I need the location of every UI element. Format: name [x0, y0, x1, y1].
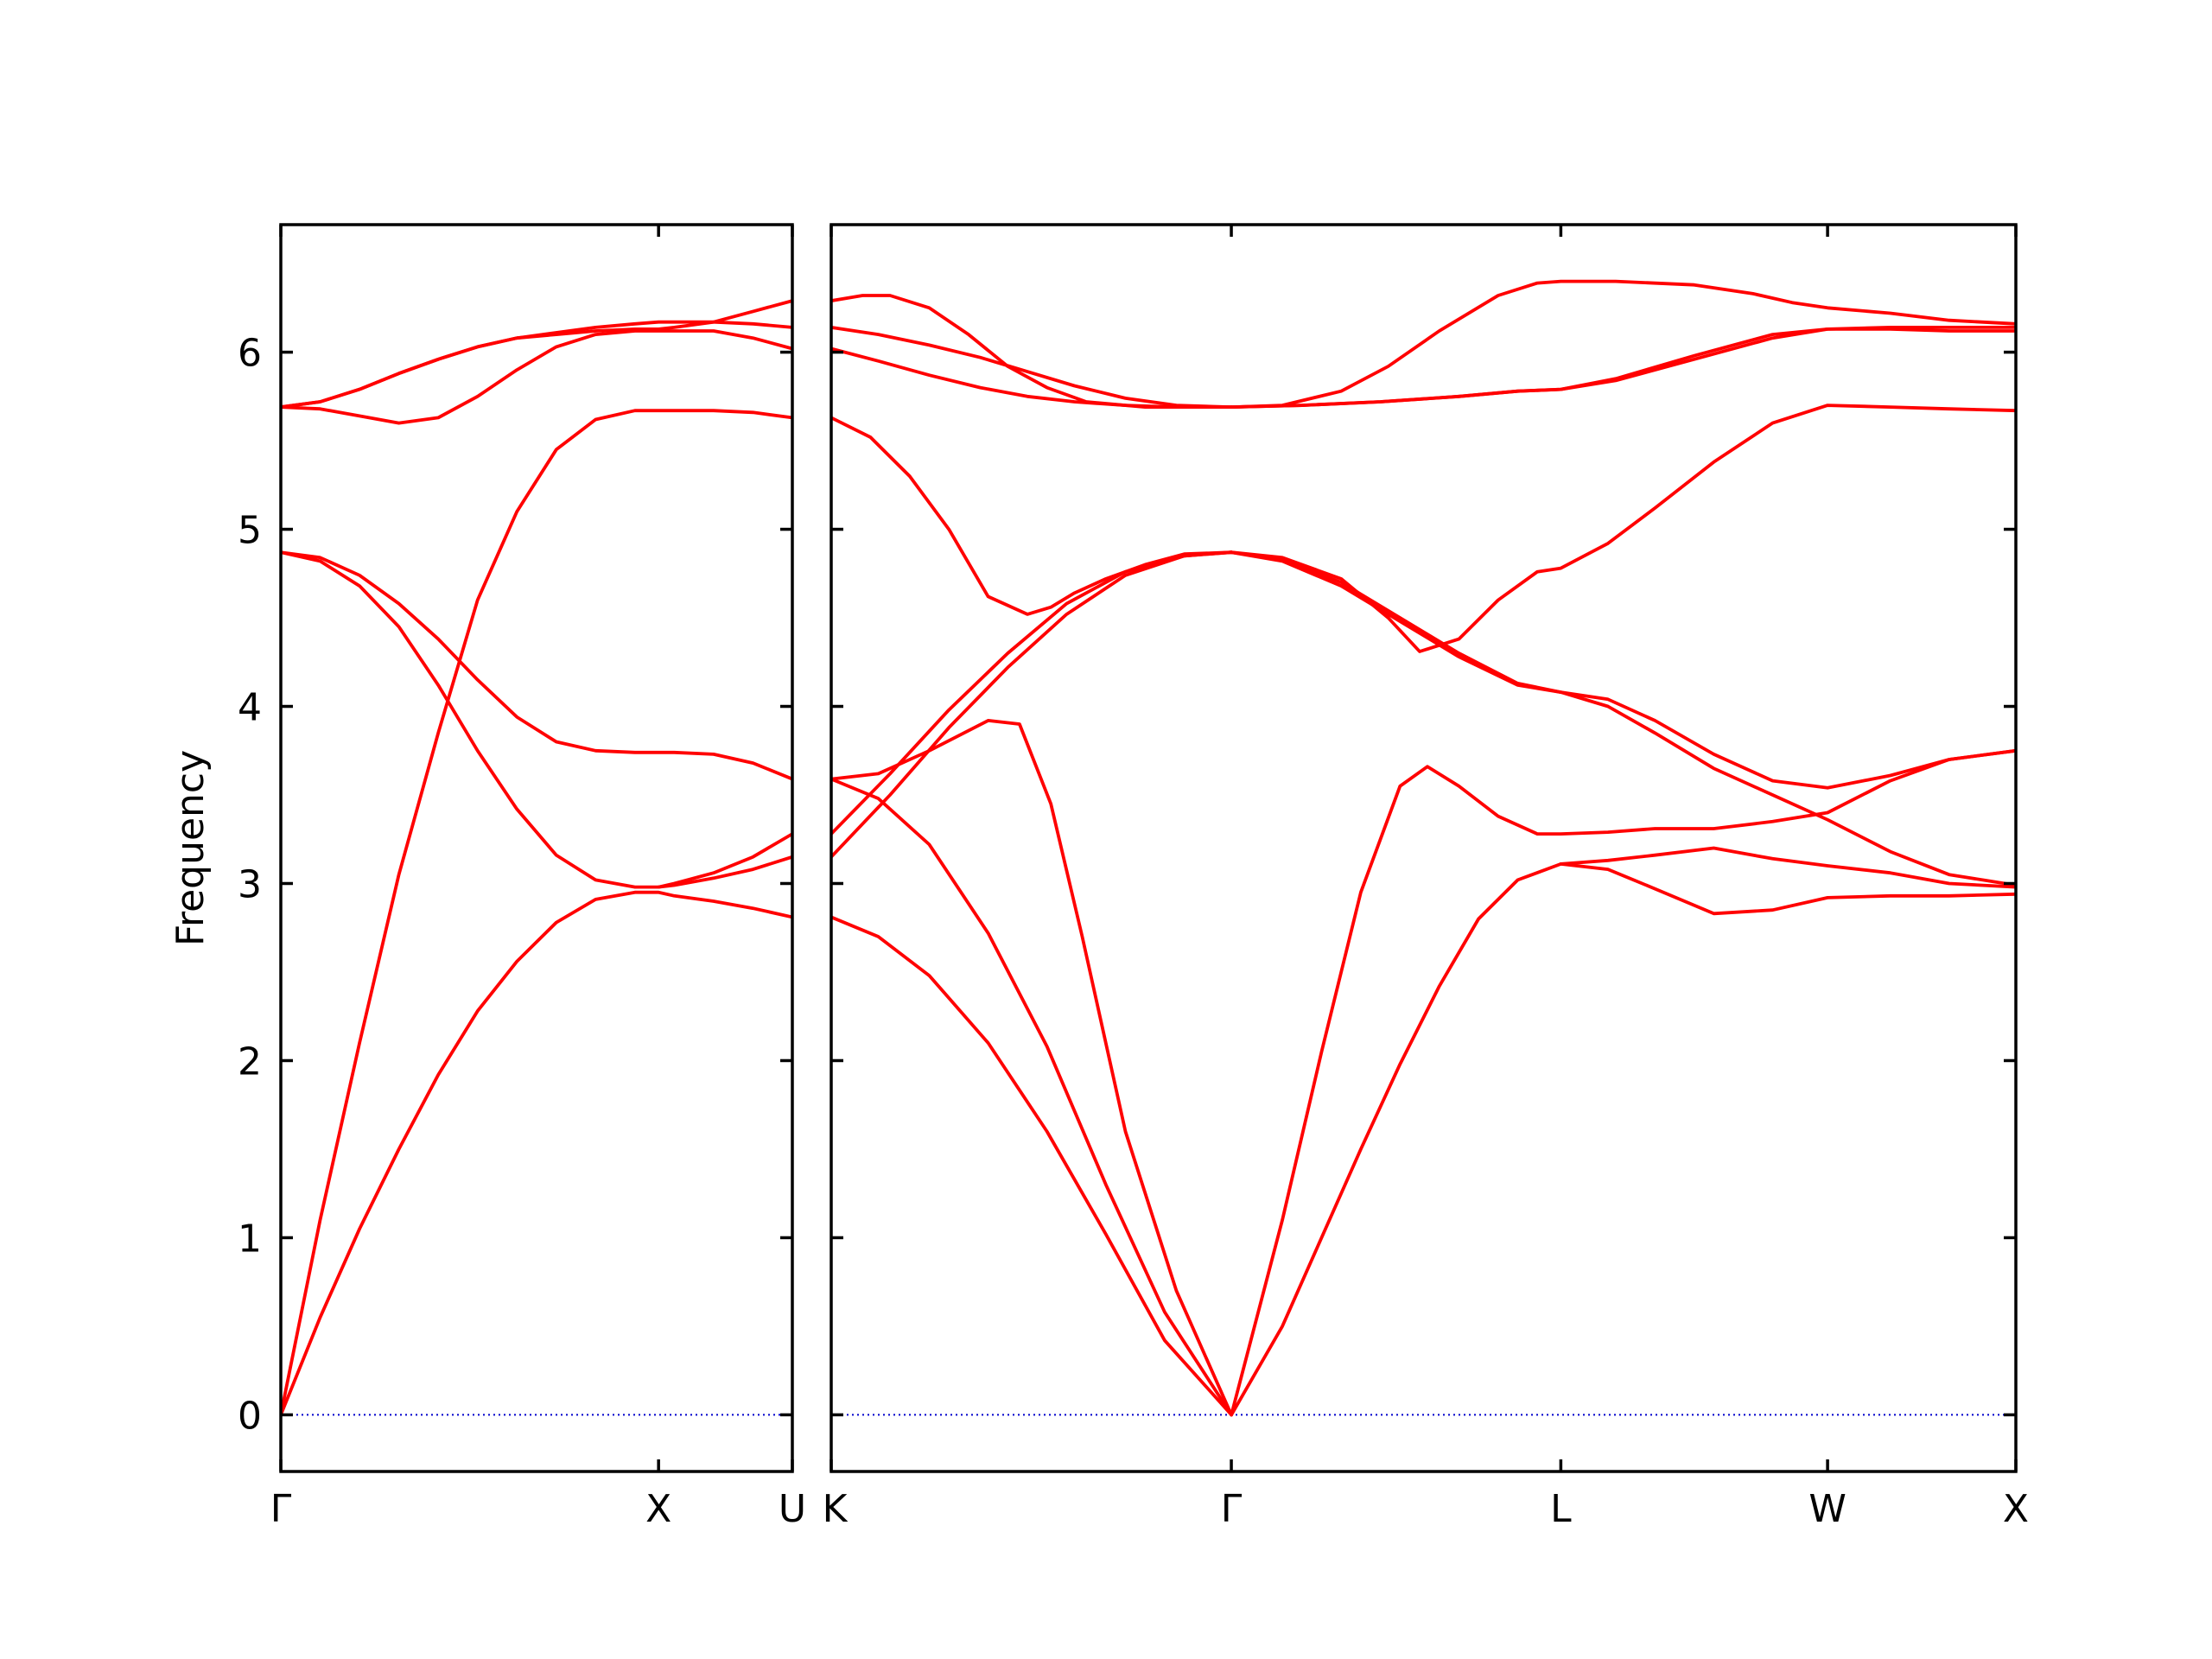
y-tick-label: 6 — [238, 332, 262, 376]
phonon-band-right-15 — [831, 294, 1233, 409]
x-tick-label: Γ — [1221, 1487, 1243, 1531]
panel-frame-left — [279, 223, 794, 1473]
phonon-band-right-11 — [1230, 550, 2016, 790]
phonon-band-right-16 — [1230, 326, 2016, 409]
phonon-band-right-3 — [831, 719, 1233, 1417]
phonon-band-left-4 — [281, 550, 792, 781]
x-tick-label: K — [823, 1487, 849, 1531]
phonon-band-right-18 — [1230, 279, 2016, 409]
y-tick-label: 0 — [238, 1394, 262, 1438]
phonon-band-left-2 — [281, 409, 792, 1417]
phonon-band-right-10 — [1230, 550, 2016, 887]
phonon-band-right-8 — [831, 550, 1233, 859]
phonon-band-right-14 — [831, 326, 1233, 409]
phonon-band-left-7 — [281, 320, 792, 409]
phonon-band-right-5 — [1230, 748, 2016, 1417]
phonon-band-right-9 — [1230, 404, 2016, 653]
band-group — [831, 279, 2016, 1417]
band-group — [281, 299, 792, 1417]
phonon-band-right-6 — [1559, 846, 2016, 889]
y-tick-label: 4 — [238, 686, 262, 730]
y-axis-title: Frequency — [168, 750, 213, 946]
panel-frame-right — [830, 223, 2018, 1473]
y-tick-label: 3 — [238, 862, 262, 906]
phonon-band-right-17 — [1230, 327, 2016, 409]
y-axis-title-group: Frequency — [168, 750, 213, 946]
x-tick-label: W — [1808, 1487, 1847, 1531]
y-tick-label: 1 — [238, 1217, 262, 1261]
y-tick-label: 5 — [238, 509, 262, 553]
x-tick-label: U — [779, 1487, 806, 1531]
x-tick-label: X — [645, 1487, 671, 1531]
phonon-band-left-5 — [281, 329, 792, 425]
phonon-band-right-12 — [831, 416, 1233, 616]
x-tick-label: X — [2003, 1487, 2029, 1531]
panel-left: 0 1 2 3 4 5 6 Γ X U — [238, 223, 806, 1531]
phonon-band-right-1 — [831, 915, 1233, 1417]
phonon-band-left-8 — [657, 832, 792, 889]
phonon-band-left-3 — [281, 550, 792, 889]
x-tick-label: Γ — [270, 1487, 292, 1531]
phonon-band-left-1 — [281, 890, 792, 1417]
x-tick-label: L — [1550, 1487, 1572, 1531]
y-tick-label: 2 — [238, 1039, 262, 1084]
phonon-band-right-2 — [831, 777, 1233, 1417]
